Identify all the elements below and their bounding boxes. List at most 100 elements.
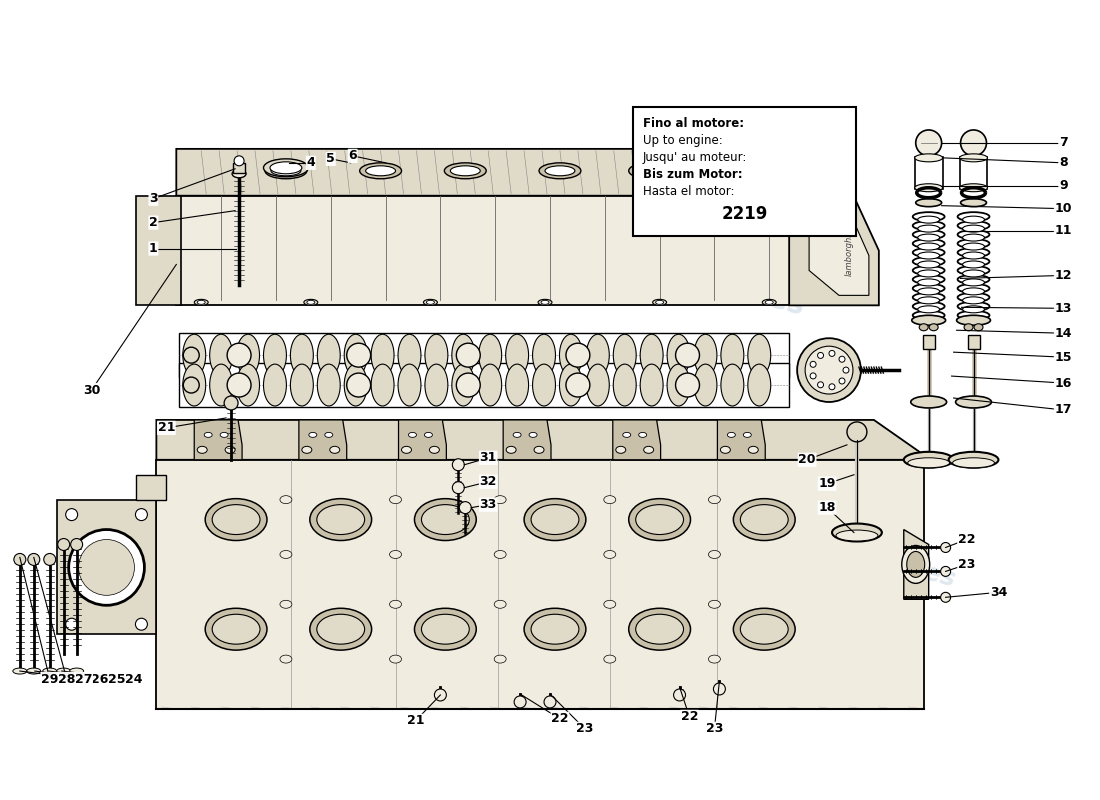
Circle shape <box>224 396 238 410</box>
Ellipse shape <box>210 334 232 376</box>
Circle shape <box>456 373 481 397</box>
Ellipse shape <box>958 311 990 320</box>
Ellipse shape <box>538 299 552 306</box>
Polygon shape <box>503 420 551 460</box>
Ellipse shape <box>494 655 506 663</box>
Ellipse shape <box>917 243 939 250</box>
Ellipse shape <box>958 212 990 221</box>
Ellipse shape <box>708 600 720 608</box>
Ellipse shape <box>964 324 974 330</box>
Ellipse shape <box>310 608 372 650</box>
Ellipse shape <box>26 668 41 674</box>
Ellipse shape <box>424 299 438 306</box>
Ellipse shape <box>398 364 421 406</box>
Ellipse shape <box>586 334 609 376</box>
Ellipse shape <box>958 284 990 293</box>
Ellipse shape <box>913 311 945 320</box>
Circle shape <box>847 422 867 442</box>
Circle shape <box>70 538 82 550</box>
Ellipse shape <box>524 498 586 541</box>
Ellipse shape <box>371 334 394 376</box>
Ellipse shape <box>962 234 984 241</box>
Ellipse shape <box>694 364 717 406</box>
Ellipse shape <box>908 458 949 468</box>
Text: 33: 33 <box>480 498 497 511</box>
Ellipse shape <box>604 496 616 504</box>
Text: Bis zum Motor:: Bis zum Motor: <box>642 168 743 182</box>
Ellipse shape <box>290 364 314 406</box>
Ellipse shape <box>330 446 340 454</box>
Circle shape <box>829 350 835 357</box>
Circle shape <box>810 362 816 367</box>
Ellipse shape <box>748 446 758 454</box>
Ellipse shape <box>197 300 206 304</box>
Ellipse shape <box>959 154 988 162</box>
Ellipse shape <box>389 550 402 558</box>
Ellipse shape <box>640 364 663 406</box>
Ellipse shape <box>415 498 476 541</box>
Ellipse shape <box>389 496 402 504</box>
Circle shape <box>544 696 556 708</box>
Text: 22: 22 <box>551 712 569 726</box>
Circle shape <box>346 343 371 367</box>
Text: 7: 7 <box>1059 136 1068 150</box>
Ellipse shape <box>639 432 647 438</box>
Ellipse shape <box>183 364 206 406</box>
Ellipse shape <box>220 432 228 438</box>
Ellipse shape <box>962 261 984 268</box>
Polygon shape <box>299 420 346 460</box>
Ellipse shape <box>762 299 777 306</box>
Ellipse shape <box>958 293 990 302</box>
Text: 28: 28 <box>58 673 76 686</box>
Ellipse shape <box>913 257 945 266</box>
Ellipse shape <box>913 212 945 221</box>
Ellipse shape <box>917 225 939 232</box>
Text: 21: 21 <box>157 422 175 434</box>
Ellipse shape <box>529 432 537 438</box>
Circle shape <box>798 338 861 402</box>
Ellipse shape <box>962 252 984 259</box>
Circle shape <box>915 130 942 156</box>
Ellipse shape <box>421 505 470 534</box>
Ellipse shape <box>226 446 235 454</box>
Text: 25: 25 <box>108 673 125 686</box>
Ellipse shape <box>917 306 939 313</box>
Text: 4: 4 <box>307 156 316 170</box>
Ellipse shape <box>614 364 636 406</box>
Ellipse shape <box>623 432 630 438</box>
Text: euro: euro <box>167 270 235 310</box>
Ellipse shape <box>958 230 990 239</box>
Ellipse shape <box>913 221 945 230</box>
Ellipse shape <box>310 498 372 541</box>
Circle shape <box>514 696 526 708</box>
Ellipse shape <box>614 334 636 376</box>
Ellipse shape <box>652 299 667 306</box>
Ellipse shape <box>629 608 691 650</box>
Ellipse shape <box>906 551 925 578</box>
Circle shape <box>452 482 464 494</box>
Text: 23: 23 <box>958 558 976 571</box>
Ellipse shape <box>915 184 943 192</box>
Ellipse shape <box>206 608 267 650</box>
Ellipse shape <box>962 306 984 313</box>
Ellipse shape <box>748 334 771 376</box>
Ellipse shape <box>452 364 475 406</box>
Ellipse shape <box>930 324 938 330</box>
Ellipse shape <box>524 608 586 650</box>
Ellipse shape <box>415 608 476 650</box>
Ellipse shape <box>604 655 616 663</box>
Ellipse shape <box>957 315 990 326</box>
Text: 3: 3 <box>150 192 157 206</box>
Ellipse shape <box>478 364 502 406</box>
Circle shape <box>675 343 700 367</box>
Polygon shape <box>156 420 924 460</box>
Text: 5: 5 <box>327 152 336 166</box>
Circle shape <box>68 530 144 606</box>
Ellipse shape <box>57 668 70 674</box>
Ellipse shape <box>427 300 434 304</box>
Ellipse shape <box>917 252 939 259</box>
Text: 1: 1 <box>148 242 157 255</box>
Ellipse shape <box>371 364 394 406</box>
Ellipse shape <box>444 163 486 178</box>
Ellipse shape <box>913 248 945 257</box>
